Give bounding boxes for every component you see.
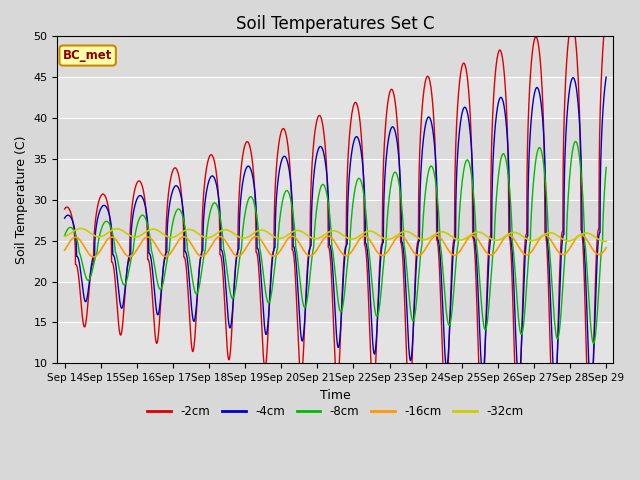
X-axis label: Time: Time: [320, 389, 351, 402]
Bar: [58, 323, 613, 363]
Legend: -2cm, -4cm, -8cm, -16cm, -32cm: -2cm, -4cm, -8cm, -16cm, -32cm: [143, 400, 528, 423]
Bar: [58, 77, 613, 118]
Y-axis label: Soil Temperature (C): Soil Temperature (C): [15, 135, 28, 264]
Text: BC_met: BC_met: [63, 49, 113, 62]
Bar: [58, 282, 613, 323]
Bar: [58, 36, 613, 77]
Bar: [58, 118, 613, 159]
Bar: [58, 240, 613, 282]
Bar: [58, 159, 613, 200]
Title: Soil Temperatures Set C: Soil Temperatures Set C: [236, 15, 435, 33]
Bar: [58, 200, 613, 240]
